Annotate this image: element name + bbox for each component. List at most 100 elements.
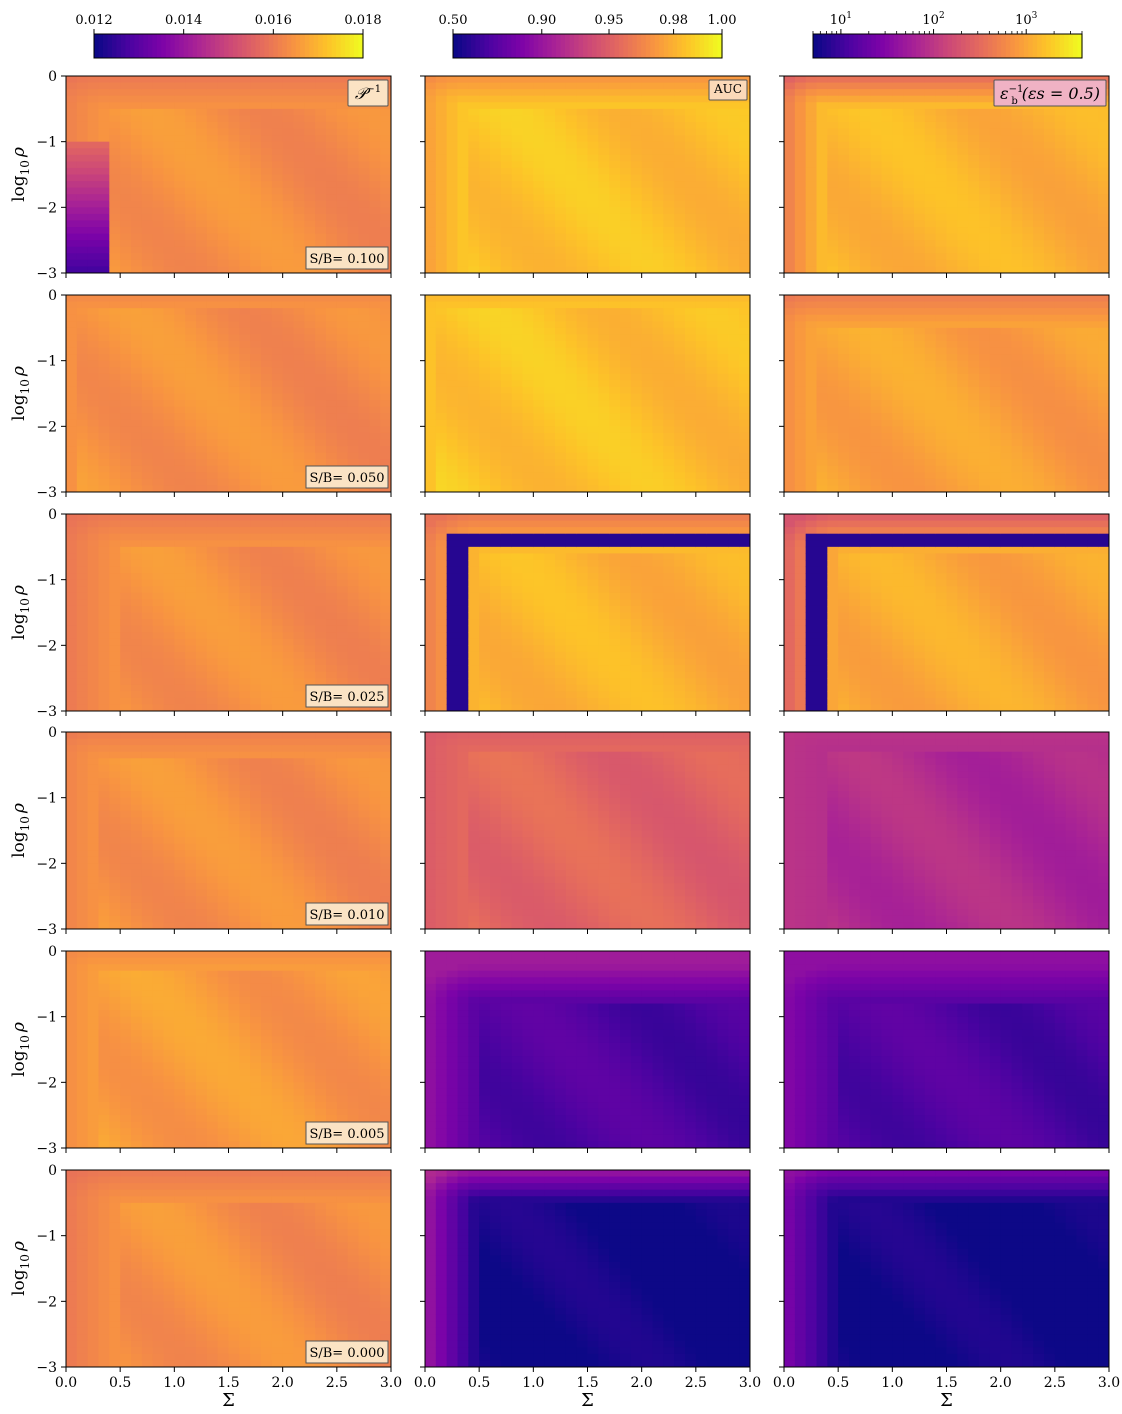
heatmap-cell: [598, 200, 610, 208]
heatmap-cell: [304, 354, 316, 362]
heatmap-cell: [609, 246, 621, 254]
heatmap-cell: [989, 259, 1002, 267]
heatmap-cell: [271, 89, 284, 97]
heatmap-cell: [533, 82, 545, 90]
colorbar-swatch: [817, 34, 823, 58]
heatmap-cell: [141, 360, 154, 368]
heatmap-cell: [674, 314, 686, 322]
heatmap-cell: [587, 413, 599, 421]
heatmap-cell: [892, 135, 904, 143]
heatmap-cell: [685, 419, 697, 427]
heatmap-cell: [1065, 213, 1077, 221]
heatmap-cell: [185, 213, 197, 221]
heatmap-cell: [794, 308, 807, 316]
heatmap-cell: [794, 240, 807, 248]
heatmap-cell: [587, 200, 599, 208]
heatmap-cell: [533, 141, 545, 149]
heatmap-cell: [728, 135, 740, 143]
heatmap-cell: [228, 82, 240, 90]
heatmap-cell: [141, 347, 154, 355]
heatmap-cell: [1022, 121, 1034, 130]
heatmap-cell: [620, 167, 632, 175]
heatmap-cell: [1033, 115, 1045, 123]
heatmap-cell: [827, 413, 839, 421]
heatmap-cell: [120, 432, 132, 440]
heatmap-cell: [293, 478, 305, 486]
heatmap-cell: [989, 135, 1002, 143]
heatmap-cell: [217, 386, 229, 394]
heatmap-cell: [533, 472, 545, 480]
heatmap-cell: [968, 187, 980, 195]
heatmap-cell: [979, 135, 991, 143]
heatmap-cell: [87, 426, 99, 434]
heatmap-cell: [1065, 246, 1077, 254]
heatmap-cell: [174, 367, 186, 375]
heatmap-cell: [152, 167, 164, 175]
heatmap-cell: [565, 141, 578, 149]
heatmap-cell: [185, 327, 197, 335]
heatmap-cell: [446, 181, 458, 189]
heatmap-cell: [717, 478, 729, 486]
heatmap-cell: [435, 207, 448, 215]
heatmap-cell: [239, 393, 251, 401]
heatmap-cell: [805, 360, 817, 368]
heatmap-cell: [511, 240, 523, 248]
heatmap-cell: [131, 347, 143, 355]
heatmap-cell: [468, 373, 480, 381]
heatmap-cell: [522, 472, 534, 480]
heatmap-cell: [957, 167, 969, 175]
colorbar-swatch: [632, 34, 638, 58]
heatmap-cell: [326, 295, 338, 303]
heatmap-cell: [152, 419, 164, 427]
heatmap-cell: [425, 452, 437, 460]
heatmap-cell: [805, 259, 817, 267]
colorbar-swatch: [228, 34, 234, 58]
heatmap-cell: [174, 167, 186, 175]
heatmap-cell: [652, 200, 664, 208]
heatmap-cell: [685, 321, 697, 329]
heatmap-cell: [630, 446, 643, 454]
heatmap-cell: [794, 253, 807, 261]
heatmap-cell: [490, 240, 502, 248]
heatmap-cell: [479, 413, 491, 421]
heatmap-cell: [141, 295, 154, 303]
heatmap-cell: [425, 135, 437, 143]
heatmap-cell: [892, 233, 904, 241]
heatmap-cell: [827, 82, 839, 90]
heatmap-cell: [544, 141, 556, 149]
heatmap-cell: [66, 154, 78, 162]
heatmap-panel-r1-c2: [779, 294, 1110, 497]
heatmap-cell: [555, 108, 567, 116]
heatmap-cell: [870, 161, 882, 169]
heatmap-cell: [576, 386, 588, 394]
heatmap-cell: [435, 141, 448, 149]
heatmap-cell: [946, 102, 958, 110]
heatmap-cell: [315, 485, 327, 493]
heatmap-cell: [838, 207, 850, 215]
heatmap-cell: [794, 207, 807, 215]
heatmap-cell: [109, 259, 121, 267]
heatmap-cell: [435, 148, 448, 156]
heatmap-cell: [544, 485, 556, 493]
heatmap-cell: [282, 102, 294, 110]
colorbar-swatch: [174, 34, 180, 58]
heatmap-cell: [511, 367, 523, 375]
heatmap-cell: [141, 246, 154, 254]
heatmap-cell: [1011, 161, 1023, 169]
heatmap-cell: [435, 367, 448, 375]
heatmap-cell: [500, 121, 513, 130]
heatmap-cell: [609, 334, 621, 342]
heatmap-cell: [598, 115, 610, 123]
heatmap-cell: [435, 253, 448, 261]
heatmap-cell: [706, 334, 718, 342]
heatmap-cell: [511, 354, 523, 362]
heatmap-cell: [152, 115, 164, 123]
heatmap-cell: [674, 308, 686, 316]
heatmap-cell: [576, 373, 588, 381]
heatmap-cell: [663, 154, 675, 162]
heatmap-cell: [239, 380, 251, 388]
heatmap-cell: [620, 148, 632, 156]
heatmap-cell: [468, 472, 480, 480]
heatmap-cell: [533, 102, 545, 110]
heatmap-cell: [1087, 128, 1099, 136]
